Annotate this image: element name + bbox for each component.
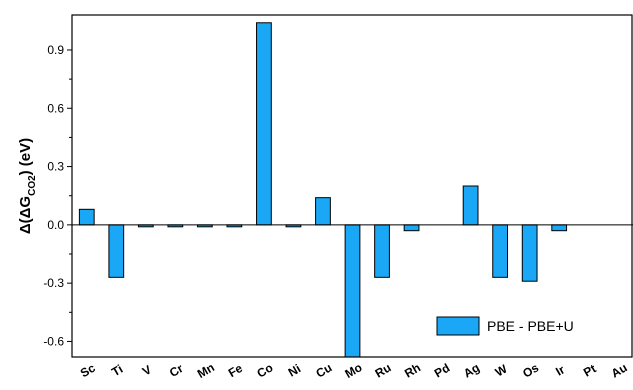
- y-tick-label: 0.9: [47, 43, 64, 57]
- x-tick-label-ru: Ru: [373, 360, 394, 380]
- x-tick-label-ni: Ni: [286, 361, 303, 379]
- bar-ti: [108, 224, 125, 278]
- x-tick-label-pt: Pt: [581, 361, 598, 379]
- plot-frame: [71, 14, 633, 358]
- bar-mo: [344, 224, 361, 358]
- bar-ru: [374, 224, 390, 278]
- y-axis-title: Δ(ΔGCO2) (eV): [17, 138, 38, 234]
- bar-os: [521, 224, 538, 282]
- axes-layer: [71, 14, 633, 358]
- x-tick-label-co: Co: [254, 360, 275, 380]
- legend: PBE - PBE+U: [436, 316, 574, 336]
- y-axis-title-suffix: ) (eV): [17, 138, 34, 176]
- y-axis-ticks: -0.6 -0.3 0.0 0.3 0.6 0.9: [43, 43, 72, 348]
- x-tick-label-cu: Cu: [314, 360, 335, 380]
- x-tick-label-rh: Rh: [402, 360, 423, 380]
- x-tick-label-cr: Cr: [167, 361, 186, 380]
- bars-layer: [78, 22, 568, 358]
- x-axis-category-labels: Sc Ti V Cr Mn Fe Co Ni Cu Mo Ru Rh Pd Ag W Os Ir Pt Au: [78, 360, 630, 381]
- bar-cu: [315, 197, 331, 226]
- y-tick-label: 0.6: [47, 101, 64, 115]
- x-tick-label-w: W: [493, 361, 510, 379]
- y-tick-label: 0.3: [47, 160, 64, 174]
- x-tick-label-os: Os: [520, 360, 541, 380]
- x-tick-label-pd: Pd: [432, 361, 452, 381]
- legend-swatch: [436, 316, 480, 336]
- y-tick-label: 0.0: [47, 218, 64, 232]
- bar-co: [256, 22, 272, 226]
- x-tick-label-ti: Ti: [109, 362, 125, 379]
- y-tick-label: -0.6: [43, 334, 64, 348]
- x-tick-label-fe: Fe: [226, 361, 245, 380]
- bar-ag: [462, 185, 479, 226]
- legend-label: PBE - PBE+U: [487, 318, 574, 334]
- y-axis-title-subscript: CO2: [27, 175, 38, 196]
- bar-rh: [403, 224, 420, 232]
- bar-sc: [78, 208, 95, 226]
- y-tick-label: -0.3: [43, 276, 64, 290]
- x-tick-label-ag: Ag: [461, 360, 482, 380]
- x-tick-label-v: V: [140, 362, 154, 378]
- y-axis-title-prefix: Δ(ΔG: [17, 196, 34, 234]
- x-tick-label-mn: Mn: [195, 360, 217, 381]
- x-tick-label-mo: Mo: [342, 360, 364, 381]
- bar-ir: [551, 224, 568, 232]
- x-tick-label-ir: Ir: [553, 362, 567, 378]
- x-tick-label-sc: Sc: [78, 361, 98, 381]
- bar-w: [492, 224, 509, 278]
- x-tick-label-au: Au: [609, 360, 630, 380]
